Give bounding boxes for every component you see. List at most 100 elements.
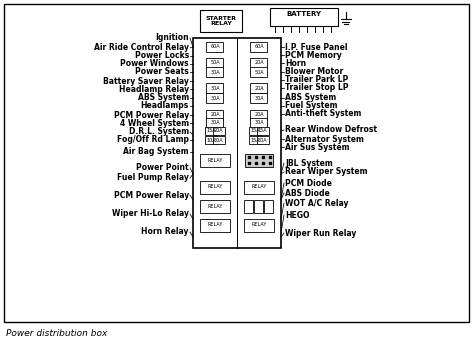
Text: Power Point: Power Point — [137, 164, 189, 173]
Text: Rear Wiper System: Rear Wiper System — [285, 167, 367, 176]
Text: Blower Motor: Blower Motor — [285, 67, 343, 76]
Bar — [257, 127, 269, 135]
Text: Rear Window Defrost: Rear Window Defrost — [285, 126, 377, 135]
Text: Fog/Off Rd Lamp: Fog/Off Rd Lamp — [117, 136, 189, 145]
Bar — [257, 136, 269, 144]
Text: Headlamp Relay: Headlamp Relay — [119, 84, 189, 93]
Bar — [207, 110, 224, 120]
Bar — [205, 136, 217, 144]
Text: 60A: 60A — [254, 45, 264, 49]
Text: Alternator System: Alternator System — [285, 135, 364, 144]
Text: I.P. Fuse Panel: I.P. Fuse Panel — [285, 43, 347, 52]
Text: 30A: 30A — [210, 85, 220, 91]
Bar — [250, 110, 267, 120]
Text: STARTER
RELAY: STARTER RELAY — [206, 16, 237, 26]
Bar — [250, 118, 267, 128]
Text: 50A: 50A — [210, 61, 220, 65]
Text: Anti-theft System: Anti-theft System — [285, 109, 361, 118]
Text: 50A: 50A — [254, 70, 264, 74]
Text: 60A: 60A — [210, 45, 220, 49]
Text: Trailer Park LP: Trailer Park LP — [285, 75, 348, 84]
Text: Fuel Pump Relay: Fuel Pump Relay — [117, 173, 189, 182]
Text: Headlamps: Headlamps — [141, 101, 189, 110]
Bar — [250, 83, 267, 93]
Bar — [207, 42, 224, 52]
Bar — [255, 200, 264, 212]
Text: PCM Memory: PCM Memory — [285, 51, 342, 60]
Text: 30A: 30A — [254, 95, 264, 100]
Bar — [205, 127, 217, 135]
Text: JBL System: JBL System — [285, 158, 333, 167]
Text: 15A: 15A — [207, 128, 216, 134]
Bar — [200, 200, 230, 212]
Text: RELAY: RELAY — [207, 203, 223, 209]
Text: RELAY: RELAY — [207, 222, 223, 228]
Text: Power Windows: Power Windows — [120, 60, 189, 69]
Text: 20A: 20A — [214, 128, 224, 134]
Text: Wiper Run Relay: Wiper Run Relay — [285, 228, 356, 237]
Text: Trailer Stop LP: Trailer Stop LP — [285, 83, 348, 92]
Bar — [250, 58, 267, 68]
Text: ABS System: ABS System — [138, 93, 189, 102]
Text: Power distribution box: Power distribution box — [6, 328, 108, 337]
Text: PCM Power Relay: PCM Power Relay — [114, 110, 189, 119]
Text: RELAY: RELAY — [207, 157, 223, 163]
Text: Wiper Hi-Lo Relay: Wiper Hi-Lo Relay — [112, 209, 189, 219]
Bar — [250, 67, 267, 77]
Bar — [250, 42, 267, 52]
Text: ABS Diode: ABS Diode — [285, 189, 330, 198]
Bar — [213, 136, 225, 144]
Text: 30A: 30A — [214, 137, 224, 143]
Bar — [264, 200, 273, 212]
Bar — [200, 219, 230, 231]
Text: RELAY: RELAY — [251, 222, 267, 228]
Text: 30A: 30A — [258, 137, 267, 143]
Text: PCM Diode: PCM Diode — [285, 179, 332, 188]
Bar — [207, 118, 224, 128]
Text: ABS System: ABS System — [285, 93, 336, 102]
Text: 20A: 20A — [254, 112, 264, 118]
Text: WOT A/C Relay: WOT A/C Relay — [285, 199, 348, 208]
Text: 15A: 15A — [250, 128, 260, 134]
Text: Power Locks: Power Locks — [135, 52, 189, 61]
Bar — [207, 58, 224, 68]
Text: RELAY: RELAY — [207, 184, 223, 190]
Bar — [244, 181, 274, 193]
Bar — [244, 219, 274, 231]
Bar — [193, 38, 281, 248]
Text: 10A: 10A — [207, 137, 216, 143]
Text: 30A: 30A — [254, 120, 264, 126]
Text: BATTERY: BATTERY — [286, 11, 321, 17]
Bar — [250, 93, 267, 103]
Text: Air Sus System: Air Sus System — [285, 143, 349, 152]
Text: 15A: 15A — [250, 137, 260, 143]
Text: Horn: Horn — [285, 58, 306, 67]
Text: 30A: 30A — [210, 120, 220, 126]
Text: Power Seats: Power Seats — [135, 67, 189, 76]
Bar — [270, 8, 338, 26]
Text: Ignition: Ignition — [155, 34, 189, 43]
Text: 20A: 20A — [254, 61, 264, 65]
Text: Fuel System: Fuel System — [285, 101, 337, 110]
Bar — [245, 200, 254, 212]
Text: 4 Wheel System: 4 Wheel System — [120, 118, 189, 127]
Text: Horn Relay: Horn Relay — [142, 228, 189, 237]
Bar — [213, 127, 225, 135]
Bar — [207, 67, 224, 77]
Text: Battery Saver Relay: Battery Saver Relay — [103, 76, 189, 85]
Text: 20A: 20A — [254, 85, 264, 91]
Text: 20A: 20A — [210, 112, 220, 118]
Text: D.R.L. System: D.R.L. System — [129, 127, 189, 137]
Text: PCM Power Relay: PCM Power Relay — [114, 191, 189, 200]
Text: RELAY: RELAY — [251, 184, 267, 190]
Bar — [249, 136, 261, 144]
Bar — [207, 83, 224, 93]
Bar — [200, 154, 230, 166]
Text: 15A: 15A — [258, 128, 267, 134]
Text: 30A: 30A — [210, 70, 220, 74]
Text: HEGO: HEGO — [285, 210, 310, 219]
Bar — [245, 154, 273, 166]
Text: 30A: 30A — [210, 95, 220, 100]
Bar — [207, 93, 224, 103]
Text: Air Ride Control Relay: Air Ride Control Relay — [94, 43, 189, 52]
